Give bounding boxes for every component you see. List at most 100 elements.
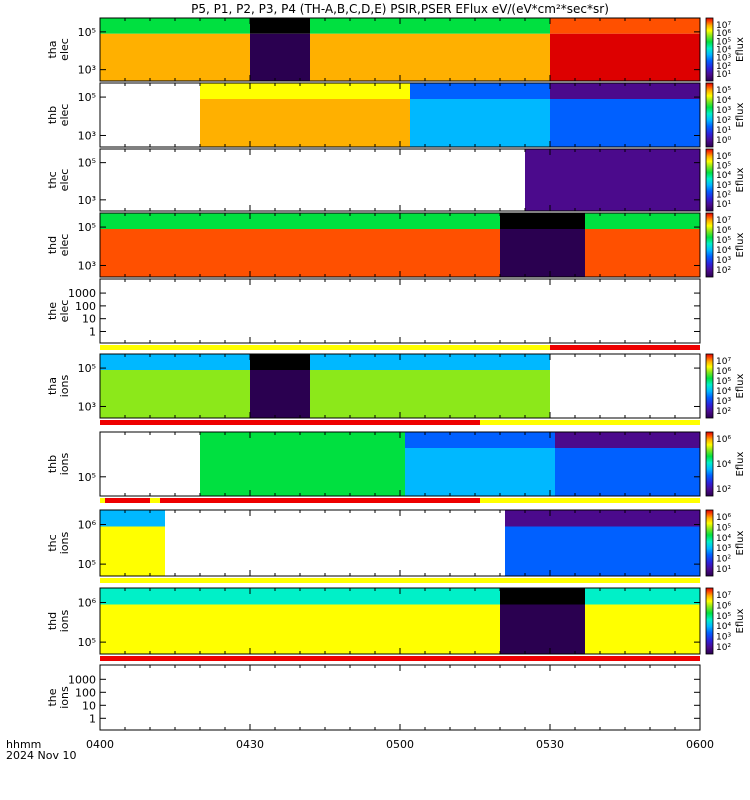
x-tick-label: 0600	[686, 738, 714, 751]
tha_elec-segment-1-low-energy	[250, 33, 310, 81]
quality-flag-bar	[160, 498, 480, 503]
colorbar-tick-label: 10⁷	[716, 216, 731, 226]
y-label-line: ions	[58, 374, 71, 397]
y-tick-label: 10⁵	[78, 558, 96, 571]
tha_elec-segment-2-high-energy	[310, 18, 550, 34]
tha_elec-segment-3-low-energy	[550, 33, 700, 81]
y-label-line: thc	[46, 171, 59, 188]
colorbar-gradient	[705, 17, 714, 82]
x-tick-label: 0530	[536, 738, 564, 751]
y-axis-label: thaelec	[46, 38, 71, 61]
y-axis-label: theelec	[46, 300, 71, 323]
colorbar-tick-label: 10³	[716, 633, 731, 643]
y-tick-label: 10⁵	[78, 91, 96, 104]
y-tick-label: 100	[75, 686, 96, 699]
y-label-line: elec	[58, 104, 71, 127]
colorbar-tick-label: 10⁴	[716, 387, 731, 397]
thd_elec-segment-2-low-energy	[585, 229, 700, 277]
x-tick-label: 0500	[386, 738, 414, 751]
colorbar-tick-label: 10⁷	[716, 357, 731, 367]
colorbar-tick-label: 10³	[716, 256, 731, 266]
tha_elec-segment-0-low-energy	[100, 33, 250, 81]
x-tick-label: 0430	[236, 738, 264, 751]
colorbar-tick-label: 10²	[716, 643, 731, 653]
y-axis-label: thdelec	[46, 234, 71, 257]
colorbar-label: Eflux	[735, 608, 746, 633]
thd_ions-segment-2-high-energy	[585, 588, 700, 605]
y-tick-label: 10⁶	[78, 597, 97, 610]
thb_elec-segment-2-high-energy	[550, 83, 700, 99]
time-label-format: hhmm	[6, 738, 41, 751]
y-tick-label: 1	[89, 712, 96, 725]
colorbar-tick-label: 10¹	[716, 565, 731, 575]
quality-flag-bar	[100, 345, 550, 350]
x-tick-label: 0400	[86, 738, 114, 751]
tha_ions-segment-0-high-energy	[100, 354, 250, 370]
tha_ions-segment-1-high-energy	[250, 354, 310, 370]
y-label-line: thd	[46, 236, 59, 254]
thb_elec-segment-0-high-energy	[200, 83, 410, 99]
colorbar-tick-label: 10⁷	[716, 21, 731, 31]
y-label-line: thb	[46, 106, 59, 124]
colorbar-tick-label: 10⁵	[716, 236, 731, 246]
y-label-line: the	[46, 302, 59, 320]
y-tick-label: 10³	[78, 64, 96, 77]
y-tick-label: 10	[82, 313, 96, 326]
y-tick-label: 10⁶	[78, 519, 97, 532]
y-tick-label: 10³	[78, 129, 96, 142]
y-tick-label: 10⁵	[78, 26, 96, 39]
colorbar-tick-label: 10⁰	[716, 136, 731, 146]
quality-flag-bar	[100, 420, 480, 425]
colorbar-tick-label: 10³	[716, 54, 731, 64]
tha_ions-segment-0-low-energy	[100, 370, 250, 418]
colorbar-tick-label: 10²	[716, 190, 731, 200]
colorbar-tick-label: 10²	[716, 62, 731, 72]
colorbar-tick-label: 10¹	[716, 200, 731, 210]
colorbar-tick-label: 10⁴	[716, 96, 731, 106]
y-tick-label: 1000	[68, 673, 96, 686]
y-label-line: thc	[46, 534, 59, 551]
y-label-line: tha	[46, 377, 59, 395]
y-axis-label: thbions	[46, 452, 71, 475]
thd_ions-segment-1-low-energy	[500, 604, 585, 654]
y-label-line: tha	[46, 40, 59, 58]
y-label-line: elec	[58, 234, 71, 257]
thd_elec-segment-0-low-energy	[100, 229, 500, 277]
panel-frame	[99, 664, 701, 731]
colorbar-tick-label: 10⁵	[716, 377, 731, 387]
colorbar-tick-label: 10³	[716, 106, 731, 116]
colorbar-tick-label: 10³	[716, 544, 731, 554]
y-axis-label: theions	[46, 686, 71, 709]
y-tick-label: 10³	[78, 400, 96, 413]
y-tick-label: 10	[82, 699, 96, 712]
thb_elec-segment-2-low-energy	[550, 99, 700, 147]
tha_elec-segment-3-high-energy	[550, 18, 700, 34]
thc_ions-segment-1-high-energy	[505, 510, 700, 527]
thc_ions-segment-0-low-energy	[100, 526, 165, 576]
colorbar-gradient	[705, 431, 714, 497]
thb_ions-segment-2-high-energy	[555, 432, 700, 448]
colorbar-gradient	[705, 587, 714, 655]
y-tick-label: 1	[89, 325, 96, 338]
thb_elec-segment-0-low-energy	[200, 99, 410, 147]
colorbar-tick-label: 10⁵	[716, 86, 731, 96]
y-label-line: ions	[58, 452, 71, 475]
y-label-line: elec	[58, 38, 71, 61]
thb_ions-segment-0-high-energy	[200, 432, 405, 448]
colorbar-gradient	[705, 353, 714, 419]
colorbar-tick-label: 10⁴	[716, 460, 731, 470]
y-axis-label: thcions	[46, 531, 71, 554]
y-tick-label: 10³	[78, 194, 96, 207]
colorbar-tick-label: 10⁵	[716, 523, 731, 533]
thb_elec-segment-1-low-energy	[410, 99, 550, 147]
colorbar-tick-label: 10²	[716, 485, 731, 495]
